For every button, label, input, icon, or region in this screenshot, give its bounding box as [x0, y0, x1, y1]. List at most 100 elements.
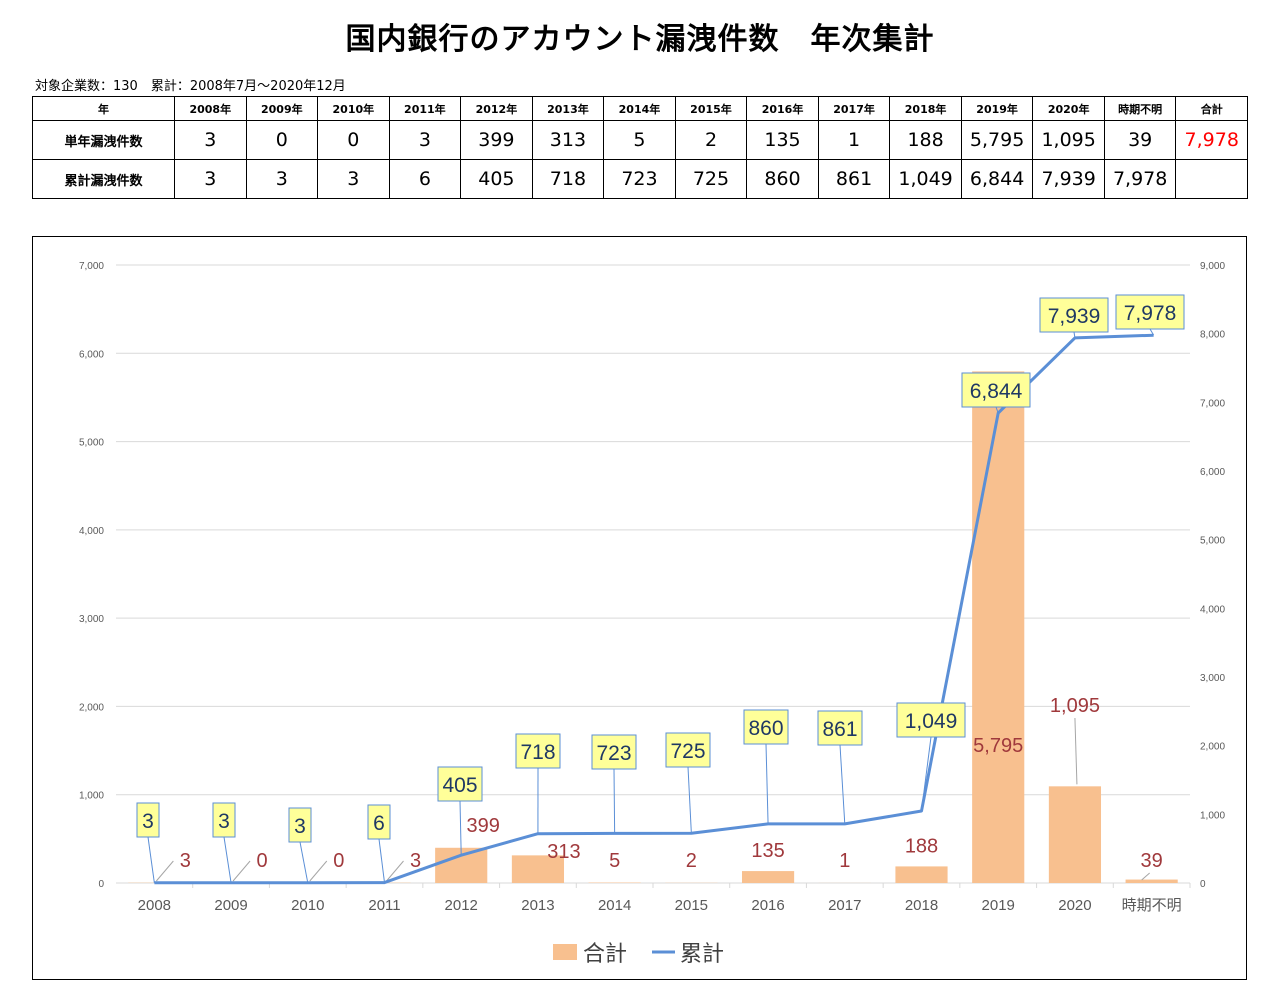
- bar-data-label: 188: [905, 835, 938, 857]
- table-cell: 313: [531, 120, 605, 160]
- bar-data-label: 399: [467, 815, 500, 837]
- x-tick-label: 2008: [138, 897, 171, 914]
- table-column-header: 2020年: [1032, 96, 1105, 121]
- line-data-label: 3: [142, 810, 154, 833]
- table-cell: 3: [245, 159, 319, 199]
- y-right-tick-label: 1,000: [1200, 810, 1225, 821]
- bar-data-label: 5,795: [973, 735, 1023, 757]
- y-left-tick-label: 7,000: [79, 261, 104, 272]
- chart-frame: [32, 236, 1247, 980]
- table-row-label: 単年漏洩件数: [32, 120, 175, 160]
- table-cell: 405: [460, 159, 533, 199]
- callout-leader: [765, 743, 769, 824]
- legend-label-line: 累計: [680, 942, 724, 967]
- line-data-label: 1,049: [905, 710, 958, 733]
- callout-box: [743, 709, 789, 745]
- bar-data-label: 1: [839, 850, 850, 872]
- y-left-tick-label: 4,000: [79, 526, 104, 537]
- callout-leader: [687, 766, 692, 834]
- bar: [511, 855, 565, 883]
- leader-line: [232, 860, 251, 882]
- table-column-header: 2013年: [531, 96, 605, 121]
- legend-swatch-bar: [553, 944, 577, 960]
- callout-box: [288, 807, 312, 843]
- bar: [895, 866, 948, 883]
- callout-leader: [1073, 331, 1076, 338]
- summary-table: 年 2008年 2009年 2010年 2011年 2012年 2013年 2014年 2015…: [32, 96, 1248, 199]
- callout-box: [212, 802, 236, 838]
- callout-box: [437, 766, 483, 802]
- line-data-label: 725: [670, 740, 705, 763]
- table-cell: 725: [674, 159, 748, 199]
- table-cell: 3: [174, 120, 247, 160]
- callout-leader: [147, 836, 155, 883]
- bar-data-label: 39: [1141, 850, 1163, 872]
- table-cell: 1,049: [889, 159, 962, 199]
- callout-leader: [378, 838, 385, 883]
- line-data-label: 7,939: [1048, 305, 1101, 328]
- x-tick-label: 2019: [982, 897, 1015, 914]
- table-cell: 5,795: [960, 120, 1034, 160]
- bar: [1125, 879, 1178, 883]
- y-left-tick-label: 6,000: [79, 349, 104, 360]
- table-cell: 723: [603, 159, 676, 199]
- table-cell: 718: [531, 159, 605, 199]
- table-cell: 860: [746, 159, 819, 199]
- table-cell: 0: [317, 120, 390, 160]
- callout-box: [515, 733, 561, 769]
- y-right-tick-label: 3,000: [1200, 673, 1225, 684]
- bar-data-label: 3: [410, 850, 421, 872]
- x-tick-label: 2020: [1058, 897, 1091, 914]
- table-cell: 1: [817, 120, 891, 160]
- x-tick-label: 2016: [751, 897, 784, 914]
- y-right-tick-label: 7,000: [1200, 398, 1225, 409]
- callout-leader: [459, 800, 462, 856]
- table-cell: 135: [746, 120, 819, 160]
- table-cell: 3: [388, 120, 462, 160]
- table-cell: 6,844: [960, 159, 1034, 199]
- line-data-label: 3: [218, 810, 230, 833]
- x-tick-label: 2015: [675, 897, 708, 914]
- line-data-label: 6: [373, 812, 385, 835]
- table-cell: 7,939: [1032, 159, 1105, 199]
- x-tick-label: 2017: [828, 897, 861, 914]
- line-data-label: 718: [520, 741, 555, 764]
- x-tick-label: 2011: [368, 897, 400, 914]
- bar-data-label: 2: [686, 850, 697, 872]
- table-column-header: 2012年: [460, 96, 533, 121]
- callout-box: [1115, 294, 1185, 330]
- leader-line: [309, 860, 328, 882]
- y-left-tick-label: 2,000: [79, 702, 104, 713]
- bar: [741, 871, 795, 883]
- callout-box: [591, 734, 637, 770]
- bar-data-label: 135: [751, 840, 784, 862]
- bar-data-label: 3: [180, 850, 191, 872]
- y-right-tick-label: 2,000: [1200, 742, 1225, 753]
- table-header-row: 年 2008年 2009年 2010年 2011年 2012年 2013年 2014年 2015…: [32, 96, 1248, 121]
- bar: [1048, 786, 1102, 883]
- callout-box: [817, 710, 863, 746]
- table-cell: [1175, 159, 1248, 199]
- callout-box: [896, 702, 966, 738]
- table-cell: 861: [817, 159, 891, 199]
- callout-box: [665, 732, 711, 768]
- table-cell: 6: [388, 159, 462, 199]
- leader-line: [155, 860, 174, 882]
- table-column-header: 2016年: [746, 96, 819, 121]
- callout-leader: [995, 406, 999, 414]
- callout-box: [367, 804, 391, 840]
- y-left-tick-label: 5,000: [79, 438, 104, 449]
- y-right-tick-label: 8,000: [1200, 330, 1225, 341]
- leader-line: [386, 860, 404, 882]
- y-right-tick-label: 5,000: [1200, 536, 1225, 547]
- line-data-label: 3: [294, 815, 306, 838]
- bar-data-label: 5: [609, 850, 620, 872]
- y-left-tick-label: 1,000: [79, 791, 104, 802]
- callout-box: [1039, 297, 1109, 333]
- callout-leader: [921, 736, 932, 812]
- line-data-label: 6,844: [970, 380, 1023, 403]
- x-tick-label: 2010: [291, 897, 324, 914]
- y-right-tick-label: 0: [1200, 879, 1206, 890]
- page-title: 国内銀行のアカウント漏洩件数 年次集計: [345, 22, 935, 57]
